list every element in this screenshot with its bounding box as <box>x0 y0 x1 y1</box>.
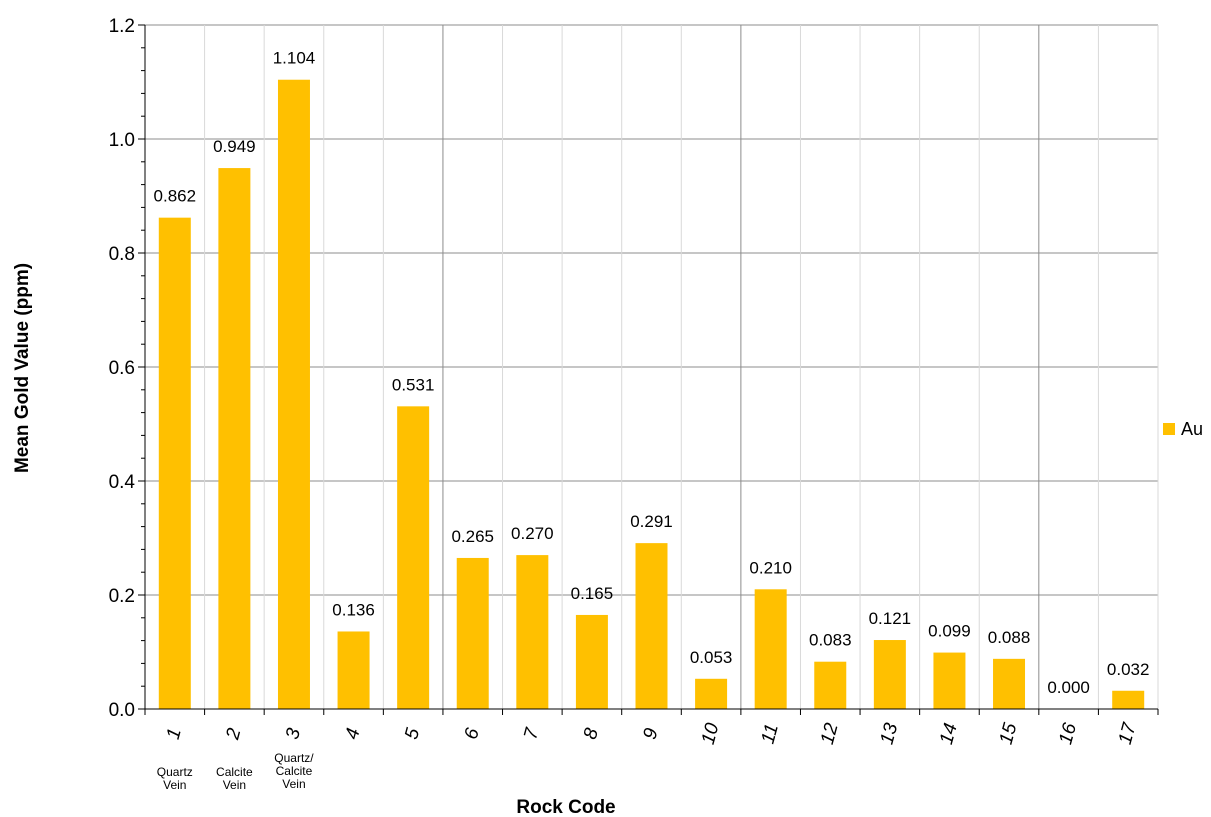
x-tick-label: 13 <box>877 721 903 747</box>
x-tick-label: 17 <box>1115 720 1141 747</box>
bar <box>873 640 906 709</box>
bar <box>814 661 847 709</box>
bar <box>516 555 549 709</box>
data-label: 0.862 <box>154 187 197 206</box>
y-tick-label: 0.8 <box>109 244 135 265</box>
grid-lines <box>145 24 1159 709</box>
y-tick-label: 0.6 <box>109 358 135 379</box>
x-tick-label: 3 <box>282 726 305 742</box>
x-tick-label: 1 <box>163 726 186 742</box>
data-label: 0.032 <box>1107 660 1150 679</box>
y-tick-label: 0.4 <box>109 472 136 493</box>
data-label: 0.136 <box>332 600 375 619</box>
category-note-line: Quartz <box>157 765 193 779</box>
data-label: 0.210 <box>749 558 792 577</box>
category-note-line: Calcite <box>276 764 313 778</box>
x-tick-label: 4 <box>342 726 365 742</box>
x-tick-label: 12 <box>817 721 843 747</box>
y-tick-label: 1.2 <box>109 16 135 37</box>
data-label: 0.165 <box>571 584 614 603</box>
data-label: 0.099 <box>928 622 971 641</box>
bar <box>933 652 966 709</box>
category-note-line: Vein <box>223 778 246 792</box>
bar <box>277 79 310 710</box>
x-tick-label: 6 <box>461 726 484 742</box>
category-note-line: Vein <box>163 778 186 792</box>
x-tick-labels: 1 2 3 4 5 6 7 8 9 10 11 12 13 14 15 16 17 <box>163 720 1141 747</box>
y-tick-labels: 0.0 0.2 0.4 0.6 0.8 1.0 1.2 <box>109 16 136 721</box>
bar <box>456 557 489 709</box>
bar <box>754 589 787 709</box>
data-label: 1.104 <box>273 49 316 68</box>
data-label: 0.949 <box>213 137 256 156</box>
x-tick-label: 7 <box>520 725 543 742</box>
category-note-line: Calcite <box>216 765 253 779</box>
bar <box>158 217 191 709</box>
y-tick-label: 1.0 <box>109 130 135 151</box>
data-label: 0.270 <box>511 524 554 543</box>
data-label: 0.083 <box>809 631 852 650</box>
legend-swatch-au <box>1163 423 1175 435</box>
data-label: 0.053 <box>690 648 733 667</box>
axes <box>138 24 1159 715</box>
bar <box>695 678 728 709</box>
y-axis-title: Mean Gold Value (ppm) <box>12 263 33 473</box>
x-tick-label: 2 <box>222 726 245 743</box>
x-tick-label: 14 <box>936 721 962 747</box>
y-tick-label: 0.0 <box>109 700 135 721</box>
category-note-line: Vein <box>282 777 305 791</box>
data-label: 0.291 <box>630 512 673 531</box>
category-note-line: Quartz/ <box>274 751 314 765</box>
bar <box>337 631 370 709</box>
x-tick-label: 5 <box>401 726 424 742</box>
y-tick-label: 0.2 <box>109 586 135 607</box>
x-tick-label: 15 <box>996 721 1022 747</box>
legend: Au <box>1163 419 1203 439</box>
x-tick-label: 11 <box>758 722 783 746</box>
data-label: 0.121 <box>869 609 912 628</box>
bar <box>993 658 1026 709</box>
bar <box>635 543 668 709</box>
x-axis-title: Rock Code <box>516 797 615 817</box>
bar-series-au <box>158 79 1145 710</box>
data-label: 0.265 <box>451 527 494 546</box>
bar <box>1112 690 1145 709</box>
legend-label-au: Au <box>1181 419 1203 439</box>
x-tick-label: 8 <box>580 726 603 742</box>
bar <box>218 168 251 709</box>
data-label: 0.000 <box>1047 678 1090 697</box>
bar <box>397 406 430 709</box>
x-tick-label: 10 <box>698 721 724 747</box>
data-label: 0.531 <box>392 375 435 394</box>
data-label: 0.088 <box>988 628 1031 647</box>
x-tick-label: 16 <box>1055 721 1081 747</box>
data-labels: 0.862 0.949 1.104 0.136 0.531 0.265 0.270 0.165… <box>154 49 1150 697</box>
bar <box>575 614 608 709</box>
x-tick-label: 9 <box>640 726 663 742</box>
